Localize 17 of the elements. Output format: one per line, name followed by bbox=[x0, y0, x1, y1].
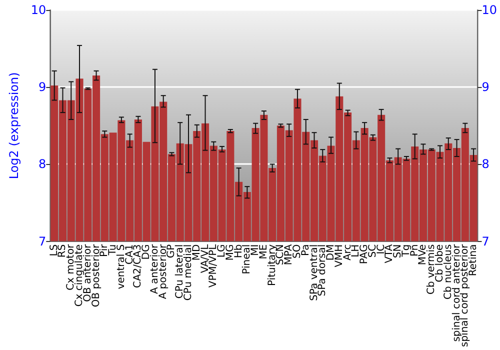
y-axis-title: Log2 (expression) bbox=[7, 72, 21, 180]
x-tick-label: spinal cord posterior bbox=[460, 243, 471, 348]
y-tick-label: 10 bbox=[30, 3, 46, 17]
x-tick-label: Retina bbox=[468, 244, 480, 276]
x-tick-label: Tg bbox=[400, 244, 412, 258]
x-tick-label: OB posterior bbox=[90, 243, 102, 308]
x-tick-label: Pituitary bbox=[266, 244, 278, 286]
y2-tick-label: 9 bbox=[482, 80, 490, 94]
y-tick-label: 8 bbox=[38, 157, 46, 172]
x-tick-label: Pa bbox=[300, 244, 312, 256]
y2-tick-label: 7 bbox=[482, 234, 490, 248]
y2-tick-label: 8 bbox=[482, 157, 490, 172]
x-tick-label: ME bbox=[258, 244, 270, 260]
y-tick-label: 9 bbox=[38, 80, 46, 94]
y-tick-label: 7 bbox=[38, 234, 46, 248]
y2-tick-label: 10 bbox=[482, 3, 498, 17]
x-tick-label: A posterior bbox=[158, 243, 169, 300]
